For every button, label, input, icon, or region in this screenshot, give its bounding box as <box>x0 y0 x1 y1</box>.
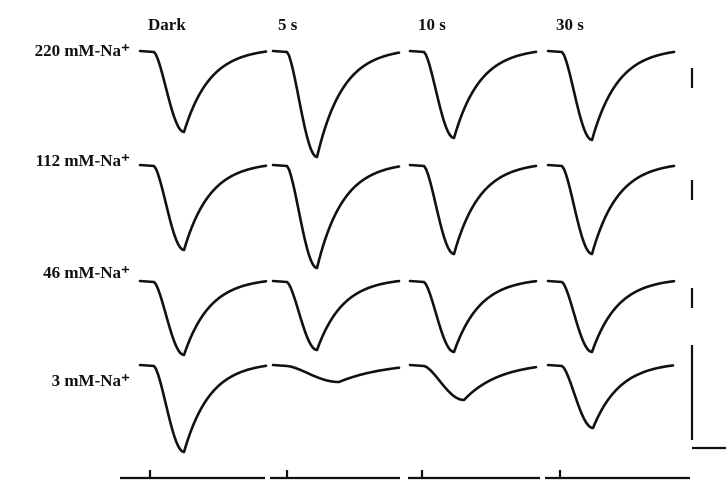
row-label: 3 mM-Na⁺ <box>52 371 130 390</box>
column-label: Dark <box>148 15 186 34</box>
stimulus-markers <box>120 470 690 480</box>
trace <box>138 279 268 357</box>
trace <box>408 279 538 354</box>
column-label: 30 s <box>556 15 584 34</box>
trace <box>408 49 538 140</box>
trace <box>271 49 401 159</box>
column-label: 5 s <box>278 15 298 34</box>
trace <box>138 363 268 454</box>
trace <box>546 279 676 354</box>
trace <box>271 363 401 384</box>
trace <box>546 363 675 430</box>
trace <box>546 163 676 256</box>
trace <box>271 163 401 270</box>
column-label: 10 s <box>418 15 446 34</box>
trace <box>408 363 538 402</box>
row-label: 46 mM-Na⁺ <box>43 263 130 282</box>
trace <box>408 163 538 256</box>
row-label: 220 mM-Na⁺ <box>35 41 130 60</box>
trace <box>546 49 676 142</box>
trace <box>138 49 268 134</box>
trace <box>271 279 401 352</box>
traces <box>138 49 676 454</box>
row-label: 112 mM-Na⁺ <box>36 151 130 170</box>
trace <box>138 163 268 252</box>
